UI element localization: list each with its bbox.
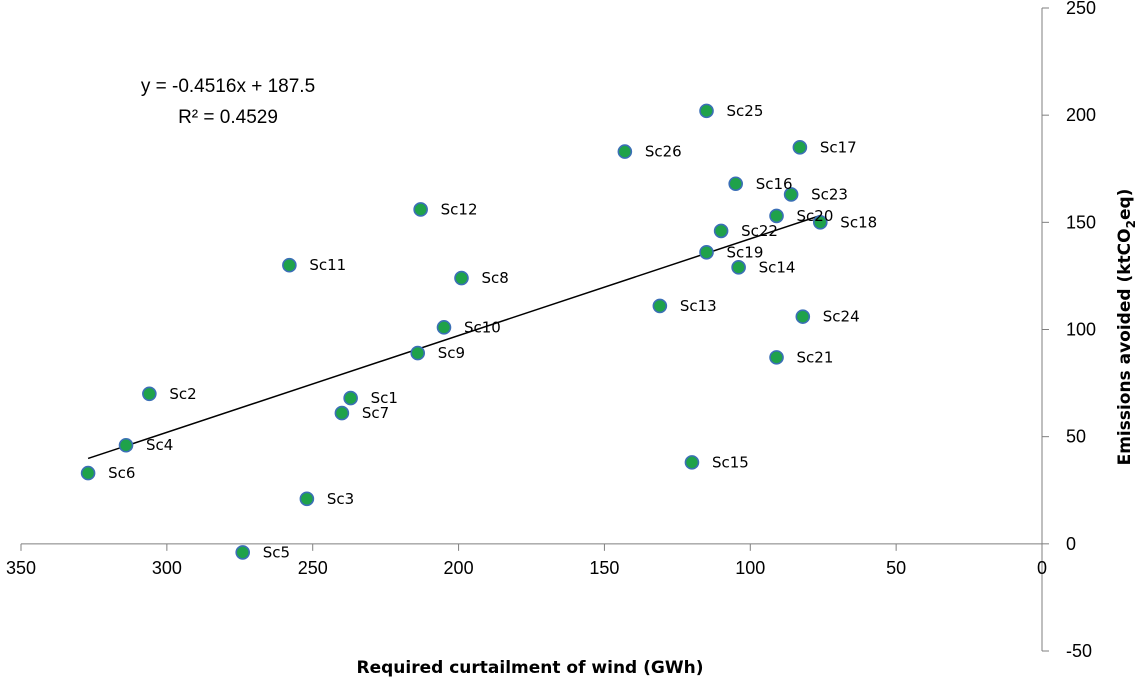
trendline <box>87 214 821 460</box>
y-tick-label: 250 <box>1066 0 1096 18</box>
y-axis-title-prefix: Emissions avoided (ktCO <box>1115 228 1135 465</box>
data-point-sc14 <box>731 260 746 275</box>
point-label-sc15: Sc15 <box>712 453 749 471</box>
y-axis-title-suffix: eq) <box>1115 189 1135 220</box>
data-point-sc11 <box>282 257 297 273</box>
data-point-sc1 <box>343 390 358 406</box>
point-label-sc8: Sc8 <box>481 269 508 287</box>
data-point-sc5 <box>235 545 251 560</box>
y-tick-label: 200 <box>1066 105 1096 125</box>
data-point-sc18 <box>812 215 828 230</box>
point-label-sc11: Sc11 <box>309 256 346 274</box>
point-label-sc4: Sc4 <box>146 436 173 454</box>
data-point-sc9 <box>410 345 426 361</box>
data-point-sc13 <box>652 298 668 314</box>
data-point-sc6 <box>80 465 96 481</box>
x-tick-label: 300 <box>152 558 182 578</box>
point-label-sc24: Sc24 <box>823 308 860 326</box>
y-tick-label: 50 <box>1066 427 1086 447</box>
trendline-layer <box>87 214 821 460</box>
data-point-sc16 <box>728 176 744 192</box>
point-label-sc26: Sc26 <box>645 143 682 161</box>
point-label-sc14: Sc14 <box>759 258 796 276</box>
point-label-sc13: Sc13 <box>680 297 717 315</box>
point-label-sc2: Sc2 <box>169 385 196 403</box>
data-point-sc23 <box>783 187 799 202</box>
y-tick-label: 0 <box>1066 534 1076 554</box>
x-axis-title: Required curtailment of wind (GWh) <box>357 658 704 678</box>
point-label-sc22: Sc22 <box>741 222 778 240</box>
x-tick-label: 200 <box>444 558 474 578</box>
point-label-sc23: Sc23 <box>811 185 848 203</box>
x-tick-label: 0 <box>1037 558 1047 578</box>
point-label-sc16: Sc16 <box>756 175 793 193</box>
data-point-sc15 <box>684 455 700 470</box>
data-point-sc10 <box>436 320 452 335</box>
x-tick-label: 100 <box>735 558 765 578</box>
trendline-equation: y = -0.4516x + 187.5 <box>141 76 315 97</box>
point-label-sc17: Sc17 <box>820 138 857 156</box>
data-point-sc7 <box>334 405 350 421</box>
point-label-sc3: Sc3 <box>327 490 354 508</box>
y-tick-label: -50 <box>1066 641 1092 661</box>
x-tick-label: 150 <box>589 558 619 578</box>
data-point-sc8 <box>454 270 469 286</box>
point-label-sc10: Sc10 <box>464 318 501 336</box>
data-point-sc17 <box>792 140 808 155</box>
data-point-sc26 <box>617 144 633 159</box>
data-point-sc21 <box>769 350 784 365</box>
point-label-sc25: Sc25 <box>727 102 764 120</box>
point-label-sc9: Sc9 <box>438 344 465 362</box>
y-tick-label: 150 <box>1066 212 1096 232</box>
trendline-r-squared: R² = 0.4529 <box>178 107 278 128</box>
point-label-sc21: Sc21 <box>797 348 834 366</box>
point-label-sc12: Sc12 <box>441 200 478 218</box>
y-axis-title: Emissions avoided (ktCO2eq) <box>1115 189 1138 466</box>
point-label-sc20: Sc20 <box>797 207 834 225</box>
data-point-sc24 <box>795 309 811 324</box>
data-point-sc20 <box>769 208 784 224</box>
point-label-sc1: Sc1 <box>371 389 398 407</box>
point-label-sc7: Sc7 <box>362 404 389 422</box>
data-point-sc12 <box>413 202 428 217</box>
point-label-sc6: Sc6 <box>108 464 135 482</box>
data-point-sc25 <box>699 103 714 119</box>
data-point-sc3 <box>299 491 315 507</box>
axes: 350 300 250 200 150 100 50 0 -50 0 50 100 150 200 250 <box>6 0 1096 661</box>
x-tick-label: 350 <box>6 558 36 578</box>
data-point-sc22 <box>713 223 729 239</box>
point-label-sc18: Sc18 <box>840 213 877 231</box>
data-point-sc19 <box>699 245 714 260</box>
y-tick-label: 100 <box>1066 320 1096 340</box>
x-tick-label: 250 <box>298 558 328 578</box>
point-label-sc5: Sc5 <box>263 543 290 561</box>
point-labels: Sc1 Sc2 Sc3 Sc4 Sc5 Sc6 Sc7 Sc8 Sc9 Sc10 Sc11 Sc12 S… <box>108 102 877 562</box>
data-point-sc2 <box>142 386 157 402</box>
data-point-sc4 <box>118 437 134 453</box>
x-tick-label: 50 <box>886 558 906 578</box>
data-points <box>80 103 828 560</box>
point-label-sc19: Sc19 <box>727 243 764 261</box>
y-axis-title-subscript: 2 <box>1124 220 1138 228</box>
